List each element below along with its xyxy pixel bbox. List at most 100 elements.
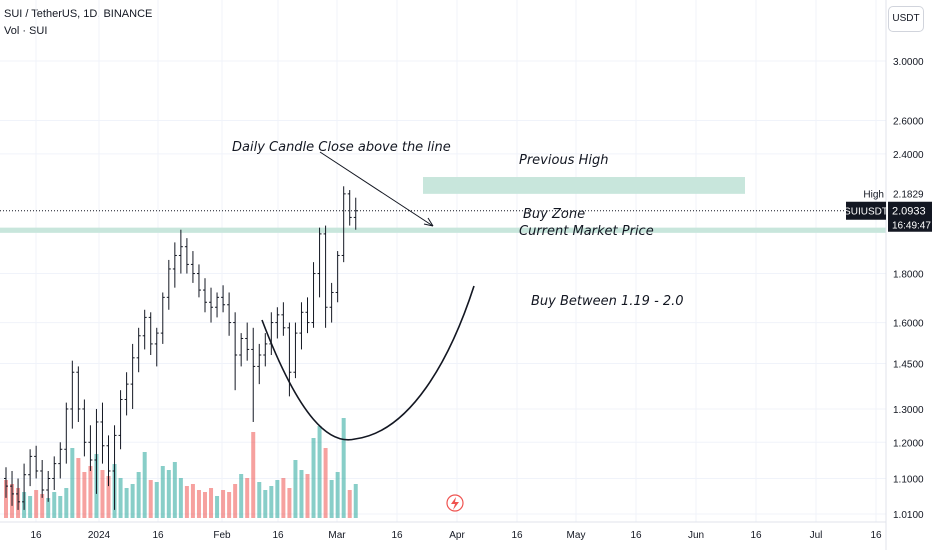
volume-bar [196,490,201,518]
x-tick-label: 16 [630,530,642,541]
volume-bar [311,438,316,518]
drawings [0,151,886,441]
lightning-bolt [451,497,459,510]
volume-bar [148,480,153,518]
volume-bar [118,478,123,518]
annotations: Daily Candle Close above the line Previou… [232,140,684,512]
arrow-head [423,217,434,227]
buy-zone-band [0,227,886,233]
volume-bar [257,482,262,518]
volume-bar [347,490,352,518]
volume-bar [100,470,105,518]
arrow-line [319,151,434,227]
y-tick-label: 1.4500 [893,360,924,371]
volume-bar [172,462,177,518]
volume-bar [215,496,220,518]
cup-curve [261,285,475,441]
volume-bar [275,480,280,518]
volume-bar [353,484,358,518]
volume-bar [341,418,346,518]
volume-bar [154,482,159,518]
volume-bar [4,480,8,518]
volume-bar [281,478,286,518]
y-tick-label: 2.1829 [893,189,924,200]
volume-bar [239,474,244,518]
candles [4,186,358,510]
chart-grid [0,0,886,522]
x-tick-label: Jul [810,530,823,541]
y-tick-label: 1.8000 [893,270,924,281]
volume-bar [251,432,256,518]
volume-bar [190,484,195,518]
volume-bar [64,488,69,518]
currency-unit-button[interactable]: USDT [888,6,924,32]
y-tick-label: 2.6000 [893,117,924,128]
x-tick-label: Apr [449,530,465,541]
y-tick-label: 1.2000 [893,438,924,449]
volume-bar [46,498,51,518]
volume-bar [160,466,165,518]
volume-bar [70,448,75,518]
volume-bar [317,426,322,518]
x-tick-label: Feb [213,530,231,541]
x-tick-label: May [567,530,586,541]
symbol-tag-box [846,201,886,220]
annotation-current-price: Current Market Price [519,224,654,239]
volume-bar [245,478,250,518]
volume-bar [323,448,328,518]
volume-bar [293,460,298,518]
x-tick-label: 16 [272,530,284,541]
price-zones [0,177,886,233]
x-tick-label: 16 [30,530,42,541]
volume-bar [124,488,129,518]
volume-bar [184,486,189,518]
volume-bar [142,452,147,518]
price-tag-countdown: 16:49:47 [892,221,931,232]
y-tick-label: 1.0100 [893,510,924,521]
y-tick-label: 2.4000 [893,150,924,161]
y-tick-label: 3.0000 [893,57,924,68]
volume-bar [221,490,226,518]
volume-bar [106,476,111,518]
price-tag-value: 2.0933 [892,206,926,218]
x-tick-label: 2024 [88,530,111,541]
volume-bar [287,488,292,518]
y-tick-label: 1.1000 [893,474,924,485]
volume-bar [40,494,45,518]
x-tick-label: 16 [511,530,523,541]
volume-bar [305,474,310,518]
time-axis: 16 2024 16 Feb 16 Mar 16 Apr 16 May 16 Jun 16 Jul 16 [0,521,886,541]
volume-bar [178,478,183,518]
price-tag-box [888,201,932,232]
volume-bar [88,466,93,518]
volume-bar [34,490,39,518]
volume-bar [28,496,33,518]
x-tick-label: 16 [750,530,762,541]
annotation-daily-close: Daily Candle Close above the line [232,140,451,155]
volume-bars [4,418,358,518]
volume-bar [166,470,171,518]
y-tick-label: 1.6000 [893,319,924,330]
volume-bar [299,470,304,518]
price-axis: 3.0000 2.6000 2.4000 2.1829 1.8000 1.6000 1.45… [844,0,932,550]
volume-bar [52,492,57,518]
previous-high-zone [423,177,745,194]
volume-bar [329,480,334,518]
x-tick-label: Mar [328,530,346,541]
chart-symbol-title: SUI / TetherUS, 1D, BINANCE [4,8,153,20]
x-tick-label: 16 [391,530,403,541]
volume-bar [130,484,135,518]
volume-bar [82,472,87,518]
volume-bar [335,472,340,518]
volume-bar [136,472,141,518]
volume-bar [269,486,274,518]
x-tick-label: 16 [870,530,882,541]
y-tick-label: 1.3000 [893,405,924,416]
x-tick-label: 16 [152,530,164,541]
annotation-previous-high: Previous High [519,153,608,168]
volume-indicator-label: Vol · SUI [4,25,48,37]
annotation-buy-zone: Buy Zone [523,207,585,222]
volume-bar [233,484,238,518]
volume-bar [227,492,232,518]
